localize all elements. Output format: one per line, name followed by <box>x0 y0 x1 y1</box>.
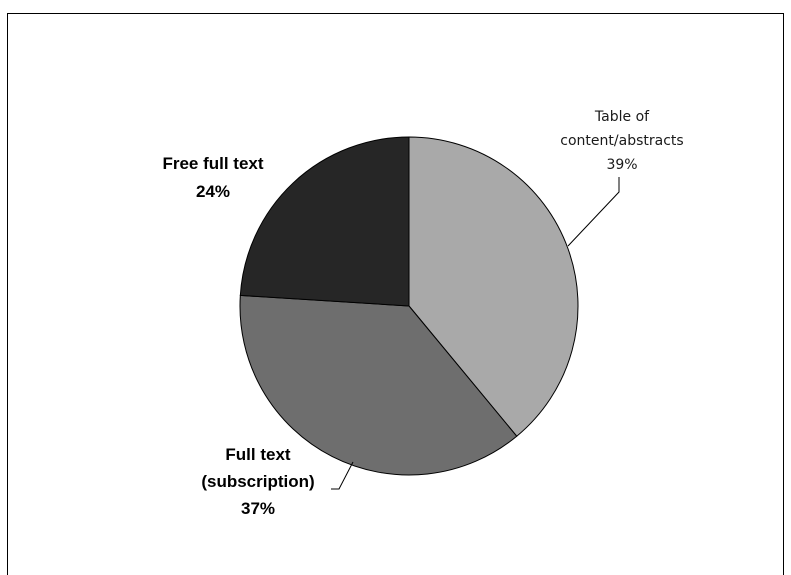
slice-percent-free-full-text: 24% <box>196 182 230 201</box>
slice-label-table-of-content-line2: content/abstracts <box>560 133 683 149</box>
slice-label-full-text-line1: Full text <box>225 445 291 464</box>
slice-percent-full-text: 37% <box>241 499 275 518</box>
slice-full-text-subscription <box>239 294 518 476</box>
slice-free-full-text <box>239 136 410 307</box>
pie-slices <box>239 136 579 476</box>
slice-label-free-full-text: Free full text <box>162 154 263 173</box>
slice-label-full-text-line2: (subscription) <box>201 472 314 491</box>
leader-line-full-text <box>331 461 354 490</box>
slice-table-of-content <box>408 136 579 437</box>
leader-lines <box>331 177 620 490</box>
slice-label-table-of-content-line1: Table of <box>594 109 650 125</box>
slice-percent-table-of-content: 39% <box>606 157 637 173</box>
leader-line-table-of-content <box>567 177 620 247</box>
